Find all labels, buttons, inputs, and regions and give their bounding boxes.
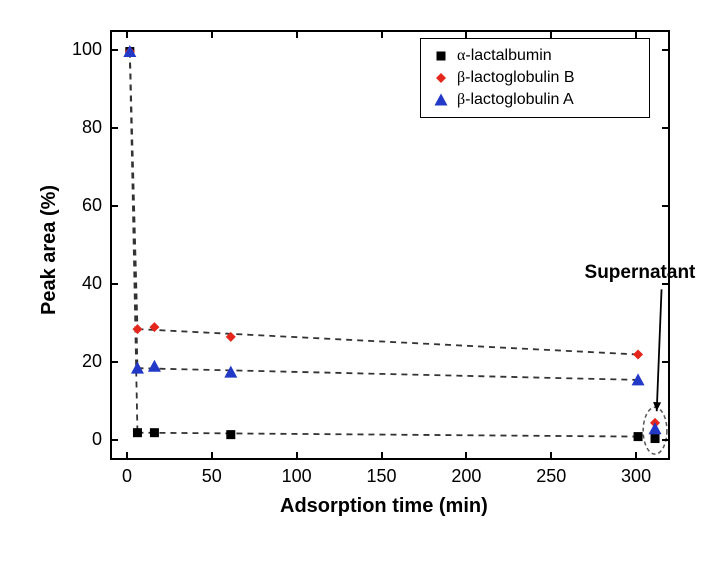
legend-label: α-lactalbumin [457,47,552,65]
legend-label: β-lactoglobulin B [457,69,575,87]
y-tick-mark [110,439,118,441]
y-tick-mark [110,205,118,207]
y-tick-label: 100 [62,39,102,60]
y-tick-mark [662,127,670,129]
y-tick-label: 0 [62,429,102,450]
y-tick-mark [662,205,670,207]
legend-label: β-lactoglobulin A [457,91,574,109]
y-tick-label: 60 [62,195,102,216]
y-tick-label: 20 [62,351,102,372]
legend-item: β-lactoglobulin A [431,89,639,111]
y-tick-label: 40 [62,273,102,294]
x-axis-label: Adsorption time (min) [280,495,488,518]
y-tick-mark [110,361,118,363]
y-tick-mark [662,283,670,285]
legend-marker-icon [431,92,451,108]
y-tick-mark [110,283,118,285]
x-tick-label: 0 [112,466,142,487]
chart-container: α-lactalbumin β-lactoglobulin B β-lactoglo… [0,0,727,564]
legend-marker-icon [431,48,451,64]
x-tick-mark [296,452,298,460]
y-tick-label: 80 [62,117,102,138]
x-tick-mark [465,30,467,38]
legend-item: α-lactalbumin [431,45,639,67]
x-tick-mark [465,452,467,460]
y-tick-mark [110,127,118,129]
legend-marker-icon [431,70,451,86]
x-tick-label: 200 [451,466,481,487]
x-tick-mark [550,30,552,38]
supernatant-annotation: Supernatant [585,262,696,284]
x-tick-mark [635,452,637,460]
x-tick-mark [381,30,383,38]
legend-item: β-lactoglobulin B [431,67,639,89]
legend-box: α-lactalbumin β-lactoglobulin B β-lactoglo… [420,38,650,118]
x-tick-label: 150 [367,466,397,487]
x-tick-label: 50 [197,466,227,487]
x-tick-label: 100 [282,466,312,487]
x-tick-mark [635,30,637,38]
x-tick-mark [211,30,213,38]
y-tick-mark [662,439,670,441]
y-tick-mark [662,361,670,363]
x-tick-mark [550,452,552,460]
x-tick-label: 300 [621,466,651,487]
y-tick-mark [662,49,670,51]
y-axis-label: Peak area (%) [38,185,61,315]
x-tick-mark [296,30,298,38]
x-tick-mark [381,452,383,460]
x-tick-mark [126,452,128,460]
x-tick-mark [211,452,213,460]
x-tick-mark [126,30,128,38]
x-tick-label: 250 [536,466,566,487]
y-tick-mark [110,49,118,51]
